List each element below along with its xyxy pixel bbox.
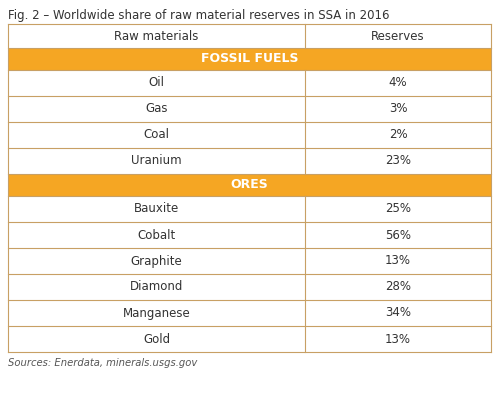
Bar — [8, 48, 491, 70]
Bar — [8, 122, 491, 148]
Text: 25%: 25% — [385, 202, 411, 215]
Text: FOSSIL FUELS: FOSSIL FUELS — [201, 52, 298, 65]
Text: 56%: 56% — [385, 228, 411, 241]
Bar — [8, 174, 491, 196]
Text: Reserves: Reserves — [371, 29, 425, 42]
Bar — [8, 326, 491, 352]
Text: 2%: 2% — [389, 129, 407, 142]
Bar — [8, 222, 491, 248]
Bar — [8, 300, 491, 326]
Text: Gold: Gold — [143, 333, 170, 346]
Text: 13%: 13% — [385, 333, 411, 346]
Bar — [8, 96, 491, 122]
Text: Coal: Coal — [144, 129, 170, 142]
Bar — [8, 248, 491, 274]
Text: Cobalt: Cobalt — [137, 228, 176, 241]
Text: Raw materials: Raw materials — [114, 29, 199, 42]
Text: 4%: 4% — [389, 77, 407, 90]
Text: Gas: Gas — [145, 103, 168, 116]
Text: Sources: Enerdata, minerals.usgs.gov: Sources: Enerdata, minerals.usgs.gov — [8, 358, 197, 368]
Text: Manganese: Manganese — [123, 307, 191, 320]
Text: 13%: 13% — [385, 254, 411, 267]
Text: Diamond: Diamond — [130, 280, 183, 293]
Text: Bauxite: Bauxite — [134, 202, 179, 215]
Text: Graphite: Graphite — [131, 254, 182, 267]
Text: 23%: 23% — [385, 155, 411, 168]
Text: Uranium: Uranium — [131, 155, 182, 168]
Bar — [8, 148, 491, 174]
Bar — [8, 196, 491, 222]
Bar — [8, 274, 491, 300]
Text: Oil: Oil — [149, 77, 165, 90]
Text: 34%: 34% — [385, 307, 411, 320]
Text: ORES: ORES — [231, 178, 268, 191]
Text: 28%: 28% — [385, 280, 411, 293]
Text: 3%: 3% — [389, 103, 407, 116]
Bar — [8, 24, 491, 48]
Text: Fig. 2 – Worldwide share of raw material reserves in SSA in 2016: Fig. 2 – Worldwide share of raw material… — [8, 9, 390, 22]
Bar — [8, 70, 491, 96]
